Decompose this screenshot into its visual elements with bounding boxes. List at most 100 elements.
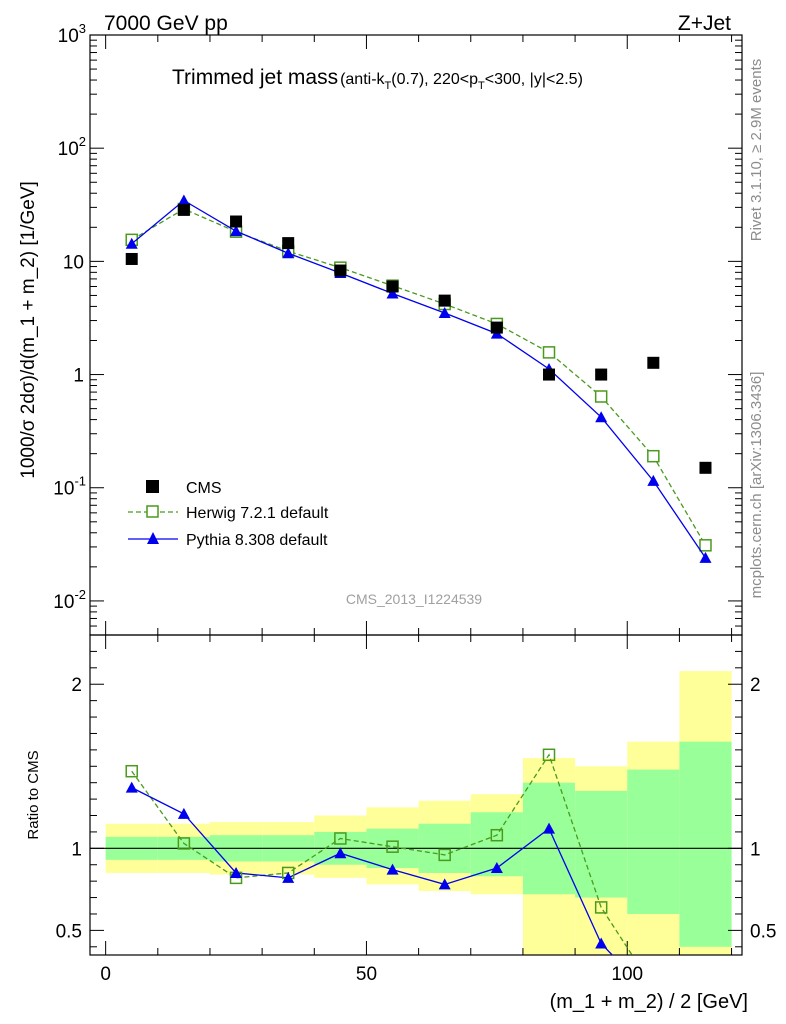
- tick-base: 10: [53, 592, 74, 613]
- ratio-herwig-point: [594, 901, 608, 914]
- cms-point: [543, 368, 556, 381]
- ratio-y-tick-label-right: 0.5: [750, 921, 776, 942]
- cms-point: [230, 215, 243, 228]
- chart-title: Trimmed jet mass (anti-kT(0.7), 220<pT<30…: [172, 66, 583, 92]
- pythia-point: [647, 474, 660, 486]
- ratio-inner-band: [627, 769, 680, 914]
- cms-point: [595, 368, 608, 381]
- pythia-point: [125, 237, 138, 249]
- cms-point: [699, 461, 712, 474]
- cms-point: [386, 280, 399, 293]
- main-y-tick-label: 10: [63, 252, 84, 273]
- x-tick-label: 100: [611, 964, 643, 985]
- ratio-panel-frame: [89, 634, 743, 956]
- ratio-y-tick-label-left: 1: [71, 839, 82, 860]
- ratio-inner-band: [522, 782, 576, 895]
- pythia-point: [282, 247, 295, 259]
- main-y-tick-label: 1: [73, 366, 84, 387]
- herwig-point: [594, 390, 608, 403]
- chart-subtitle-b: (0.7), 220<p: [391, 71, 478, 88]
- mcplots-source-label: mcplots.cern.ch [arXiv:1306.3436]: [748, 372, 765, 599]
- main-panel-marks: [125, 194, 712, 563]
- ratio-pythia-point: [177, 807, 190, 819]
- ratio-herwig-point: [177, 837, 191, 850]
- ratio-herwig-point: [542, 748, 556, 762]
- cms-point: [647, 356, 660, 369]
- ratio-y-tick-label-right: 1: [750, 839, 761, 860]
- ratio-y-tick-label-left: 0.5: [56, 921, 82, 942]
- cms-point: [125, 252, 138, 265]
- ratio-herwig-point: [334, 832, 347, 845]
- ratio-herwig-point: [490, 828, 504, 842]
- ratio-pythia-point: [125, 781, 138, 793]
- ratio-y-tick-label-left: 2: [71, 675, 82, 696]
- chart-subtitle-a: (anti-k: [340, 71, 385, 88]
- ratio-inner-band: [575, 790, 628, 898]
- ratio-pythia-point: [490, 862, 503, 874]
- chart-title-main: Trimmed jet mass: [172, 66, 338, 89]
- legend-label-pythia: Pythia 8.308 default: [186, 532, 328, 549]
- tick-exponent: 3: [79, 21, 86, 36]
- pythia-point: [177, 194, 190, 206]
- tick-exponent: -2: [74, 587, 86, 602]
- chart-subtitle-c: <300, |y|<2.5): [485, 71, 583, 88]
- legend-label-herwig: Herwig 7.2.1 default: [186, 505, 329, 522]
- ratio-panel: 0.5 0.5 1 1 2 2 0 50 100: [56, 634, 776, 985]
- ratio-herwig-point: [438, 848, 451, 862]
- main-y-tick-label: 10-1: [53, 474, 86, 500]
- pythia-point: [699, 551, 712, 563]
- ratio-herwig-point: [125, 764, 138, 778]
- header-left-label: 7000 GeV pp: [104, 12, 228, 35]
- cms-point: [438, 294, 451, 307]
- main-y-tick-label: 103: [58, 21, 86, 47]
- ratio-herwig-line: [131, 753, 633, 955]
- ratio-pythia-point: [282, 871, 295, 883]
- header-right-label: Z+Jet: [678, 12, 731, 35]
- pythia-line: [131, 199, 707, 559]
- tick-base: 10: [53, 479, 74, 500]
- ratio-pythia-point: [595, 937, 608, 949]
- chart-subtitle-b-sub: T: [478, 80, 485, 92]
- tick-exponent: -1: [74, 474, 86, 489]
- tick-base: 10: [58, 26, 79, 47]
- legend: CMS Herwig 7.2.1 default Pythia 8.308 de…: [128, 480, 329, 549]
- main-y-tick-label: 10-2: [53, 587, 86, 613]
- x-axis-label: (m_1 + m_2) / 2 [GeV]: [550, 991, 748, 1013]
- cms-point: [490, 321, 503, 334]
- cms-point: [177, 203, 190, 216]
- x-tick-label: 0: [100, 964, 111, 985]
- chart-subtitle-a-sub: T: [385, 80, 392, 92]
- pythia-point: [386, 287, 399, 299]
- legend-marker-herwig: [146, 505, 159, 518]
- ratio-y-axis-label: Ratio to CMS: [25, 750, 42, 839]
- cms-point: [282, 237, 295, 250]
- legend-marker-pythia: [147, 532, 159, 544]
- tick-base: 10: [58, 139, 79, 160]
- pythia-point: [438, 306, 451, 318]
- cms-point: [334, 264, 347, 277]
- ratio-pythia-point: [230, 866, 243, 878]
- ratio-y-tick-label-right: 2: [750, 675, 761, 696]
- tick-exponent: 2: [79, 134, 86, 149]
- ratio-pythia-point: [438, 878, 451, 890]
- legend-label-cms: CMS: [186, 480, 222, 497]
- analysis-watermark: CMS_2013_I1224539: [346, 591, 482, 607]
- herwig-point: [699, 539, 712, 552]
- ratio-pythia-point: [386, 863, 399, 875]
- herwig-line: [131, 208, 707, 546]
- ratio-inner-band: [679, 741, 732, 947]
- ratio-panel-marks: [125, 748, 633, 955]
- ratio-herwig-point: [386, 840, 399, 853]
- pythia-point: [595, 411, 608, 423]
- pythia-point: [230, 225, 243, 237]
- x-tick-label: 50: [356, 964, 377, 985]
- legend-marker-cms: [146, 480, 159, 493]
- herwig-point: [647, 449, 660, 463]
- main-y-axis-label: 1000/σ 2dσ)/d(m_1 + m_2) [1/GeV]: [18, 181, 39, 479]
- ratio-pythia-point: [543, 822, 556, 834]
- main-y-tick-label: 102: [58, 134, 86, 160]
- ratio-pythia-point: [334, 847, 347, 859]
- herwig-point: [542, 346, 556, 359]
- rivet-version-label: Rivet 3.1.10, ≥ 2.9M events: [748, 59, 765, 242]
